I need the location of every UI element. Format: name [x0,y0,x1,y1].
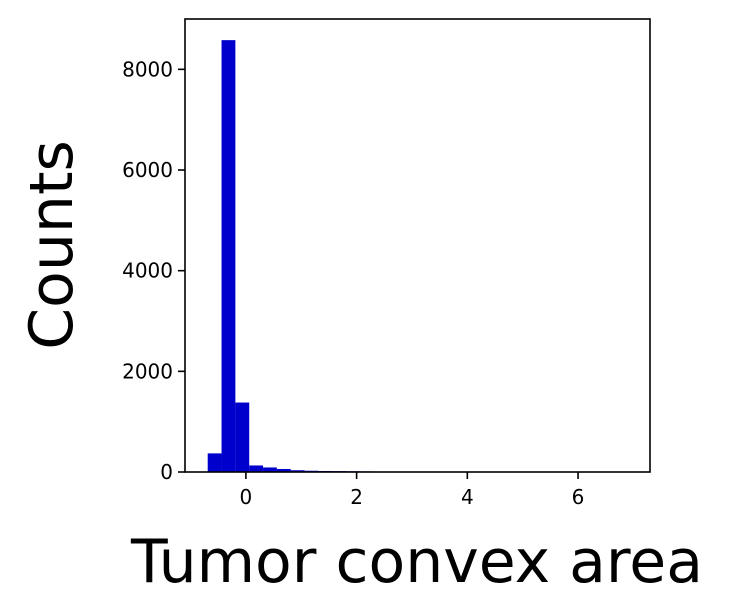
y-tick-label: 2000 [122,359,173,383]
histogram-bar [290,470,305,472]
bars-group [207,40,623,472]
x-tick-label: 6 [572,485,585,509]
x-ticks-group: 0 2 4 6 [240,472,585,509]
plot-frame [184,18,651,473]
x-tick-label: 4 [461,485,474,509]
histogram-bar [235,402,250,472]
x-tick-label: 2 [350,485,363,509]
y-tick-label: 8000 [122,57,173,81]
y-tick-label: 6000 [122,158,173,182]
y-tick-label: 4000 [122,259,173,283]
histogram-bar [207,453,222,472]
y-axis-title: Counts [17,140,87,349]
x-axis-title: Tumor convex area [130,527,703,597]
y-tick-label: 0 [160,460,173,484]
x-tick-label: 0 [240,485,253,509]
histogram-bar [276,468,291,472]
histogram-bar [221,40,236,472]
histogram-bar [263,467,277,472]
histogram-bar [249,465,264,472]
y-ticks-group: 0 2000 4000 6000 8000 [122,57,185,484]
